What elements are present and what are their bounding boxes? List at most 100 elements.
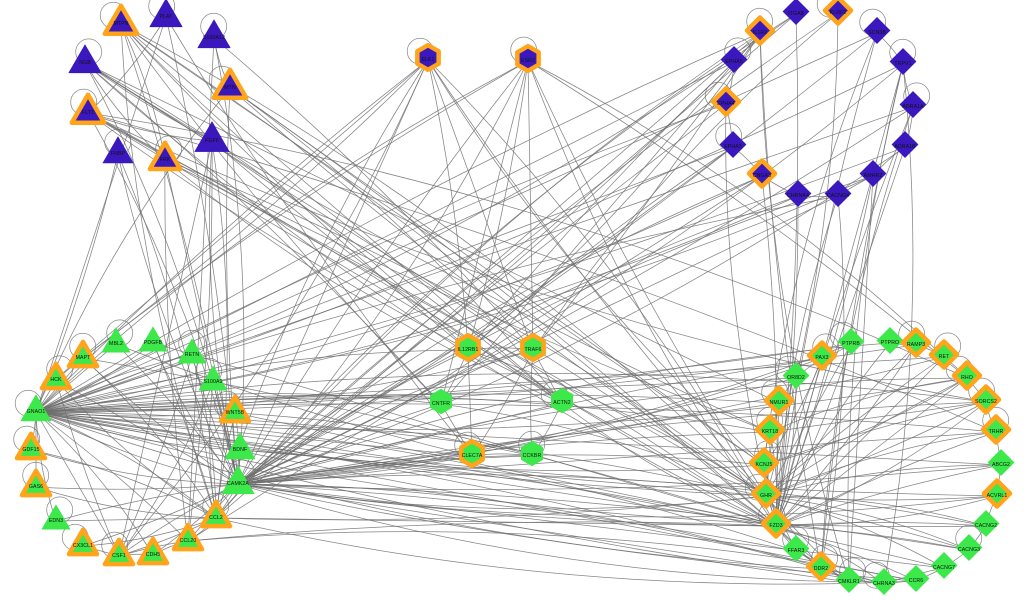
triangle-glyph — [100, 326, 131, 362]
diamond-glyph — [900, 563, 931, 599]
hexagon-glyph — [511, 41, 546, 81]
edge — [120, 23, 217, 519]
diamond-glyph — [985, 447, 1016, 483]
diamond-glyph — [751, 410, 790, 454]
edge — [35, 373, 987, 413]
edge — [427, 59, 469, 351]
hexagon-glyph — [455, 436, 490, 476]
edge — [775, 106, 914, 527]
edge — [35, 397, 563, 413]
edge — [229, 87, 777, 527]
edge — [237, 103, 727, 485]
edge — [35, 411, 241, 451]
edge — [239, 449, 777, 527]
triangle-glyph — [134, 533, 173, 577]
triangle-glyph — [193, 120, 230, 162]
edge — [467, 60, 529, 351]
edge — [237, 402, 563, 485]
diamond-glyph — [747, 474, 786, 518]
triangle-glyph — [64, 336, 103, 380]
edge — [234, 412, 777, 527]
edge — [237, 483, 998, 518]
diamond-glyph — [741, 11, 780, 55]
edge — [229, 87, 767, 497]
triangle-glyph — [67, 89, 110, 137]
triangle-glyph — [37, 358, 76, 402]
edge — [35, 411, 767, 497]
edge — [35, 411, 777, 527]
edge — [35, 394, 771, 433]
edge — [35, 146, 734, 413]
edge — [82, 357, 217, 519]
triangle-glyph — [64, 524, 103, 568]
diamond-glyph — [819, 0, 858, 35]
diamond-glyph — [802, 547, 841, 591]
edge — [765, 464, 1002, 497]
edge — [775, 495, 998, 527]
edge — [215, 495, 767, 521]
diamond-glyph — [757, 504, 796, 548]
edge — [84, 62, 767, 497]
edge — [237, 146, 734, 485]
triangle-glyph — [100, 0, 143, 48]
diamond-glyph — [887, 46, 918, 82]
edge — [765, 431, 997, 497]
edge — [775, 401, 987, 527]
edge — [237, 377, 968, 485]
edge — [775, 431, 997, 527]
edge — [82, 357, 777, 527]
diamond-glyph — [925, 335, 964, 379]
triangle-glyph — [176, 337, 207, 373]
diamond-glyph — [803, 336, 842, 380]
hexagon-glyph — [516, 330, 551, 370]
diamond-glyph — [760, 381, 799, 425]
edge — [237, 483, 777, 527]
edge — [775, 377, 968, 527]
triangle-glyph — [197, 364, 228, 400]
triangle-glyph — [169, 519, 208, 563]
edge — [35, 411, 987, 528]
triangle-glyph — [100, 534, 139, 578]
diamond-glyph — [745, 443, 784, 487]
diamond-glyph — [861, 15, 892, 51]
diamond-glyph — [780, 360, 811, 396]
edge — [84, 62, 777, 527]
triangle-glyph — [223, 431, 256, 469]
edge — [87, 112, 767, 497]
edge — [237, 483, 767, 510]
edge — [467, 61, 735, 351]
diamond-glyph — [782, 178, 813, 214]
edge — [229, 87, 563, 404]
edge — [820, 195, 845, 570]
hexagon-glyph — [518, 440, 545, 472]
diamond-glyph — [977, 410, 1016, 454]
diamond-glyph — [970, 508, 1001, 544]
triangle-glyph — [137, 325, 168, 361]
edge — [35, 411, 765, 472]
edge — [237, 377, 797, 485]
diamond-glyph — [835, 326, 866, 362]
edge — [532, 32, 761, 351]
triangle-glyph — [216, 391, 255, 435]
edge — [30, 449, 239, 485]
diamond-glyph — [948, 356, 987, 400]
hexagon-glyph — [427, 388, 454, 420]
edge — [211, 140, 563, 404]
edge — [765, 495, 987, 527]
triangle-glyph — [145, 137, 186, 183]
edge — [215, 517, 777, 527]
edge — [237, 402, 780, 485]
edge — [82, 59, 429, 359]
edge — [237, 455, 473, 485]
edge — [35, 403, 997, 433]
edge — [237, 401, 987, 485]
diamond-glyph — [833, 564, 864, 600]
diamond-glyph — [822, 178, 853, 214]
edge — [527, 60, 534, 351]
diamond-glyph — [897, 323, 936, 367]
edge — [87, 112, 777, 527]
diamond-glyph — [897, 89, 928, 125]
triangle-glyph — [197, 496, 236, 540]
